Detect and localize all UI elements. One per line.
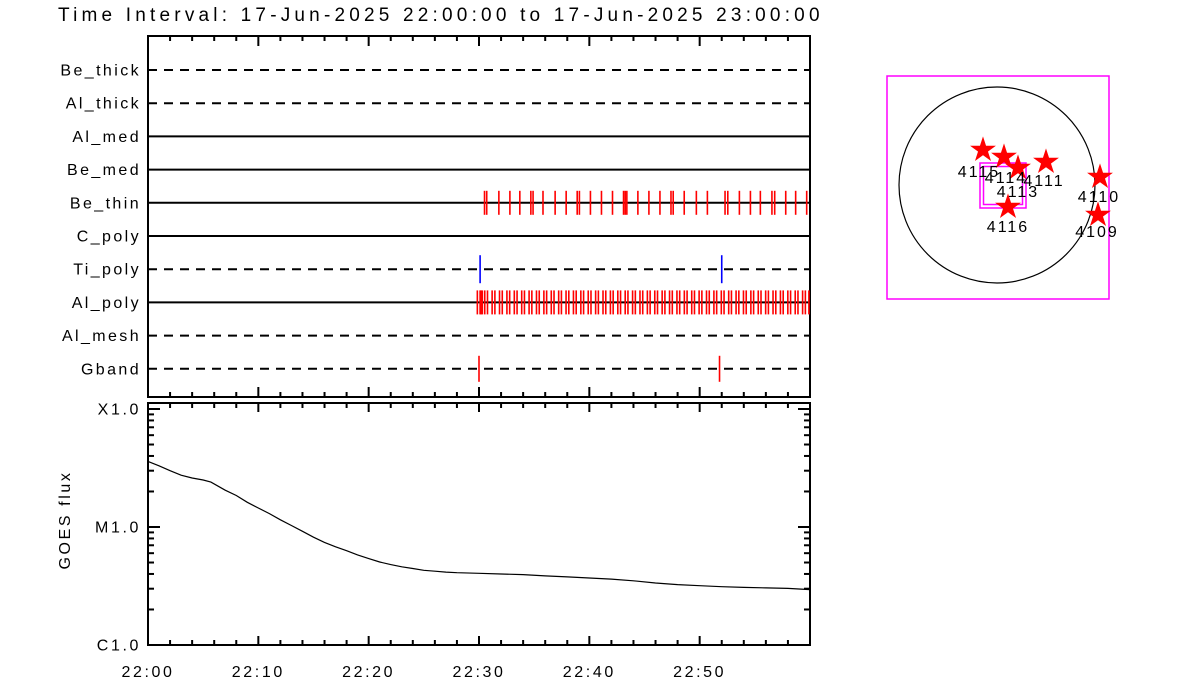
active-region-star-4116: [995, 193, 1021, 218]
goes-flux-panel: X1.0 M1.0 C1.0 22:00 22:10 22:20 22:30 22:40 22:…: [57, 402, 811, 681]
active-region-star-4109: [1085, 201, 1111, 226]
filter-row-label-Be_med: Be_med: [67, 162, 141, 179]
active-region-star-4110: [1087, 163, 1113, 188]
filter-row-label-Be_thin: Be_thin: [70, 195, 141, 212]
x-tick-label: 22:30: [452, 664, 505, 681]
y-tick-label: C1.0: [97, 638, 141, 655]
time-interval-title: Time Interval: 17-Jun-2025 22:00:00 to 1…: [58, 5, 824, 26]
active-region-label-4114: 4114: [985, 170, 1027, 187]
x-tick-label: 22:20: [342, 664, 395, 681]
pointing-map-frame: [886, 75, 1110, 300]
x-tick-label: 22:50: [673, 664, 726, 681]
active-region-star-4114: [991, 143, 1017, 168]
x-tick-label: 22:10: [232, 664, 285, 681]
filter-row-label-C_poly: C_poly: [77, 229, 141, 246]
active-region-label-4116: 4116: [987, 219, 1029, 236]
filter-row-label-Al_mesh: Al_mesh: [62, 328, 141, 345]
active-region-star-4115: [970, 136, 996, 161]
goes-flux-curve: [147, 460, 811, 591]
y-tick-label: X1.0: [98, 402, 141, 419]
filter-row-label-Ti_poly: Ti_poly: [73, 262, 141, 279]
active-region-label-4115: 4115: [958, 164, 1000, 181]
goes-frame: [147, 402, 811, 646]
active-region-star-4111: [1033, 148, 1059, 173]
filter-row-label-Al_poly: Al_poly: [72, 295, 141, 312]
x-tick-label: 22:40: [563, 664, 616, 681]
x-tick-label: 22:00: [121, 664, 174, 681]
filter-timeline-panel: Be_thick Al_thick Al_med Be_med Be_thin C_pol…: [60, 35, 811, 398]
active-region-label-4109: 4109: [1075, 224, 1119, 241]
filter-row-label-Al_med: Al_med: [72, 129, 141, 146]
active-region-label-4113: 4113: [997, 184, 1039, 201]
y-tick-label: M1.0: [95, 520, 141, 537]
active-region-label-4110: 4110: [1078, 189, 1120, 206]
filter-row-label-Gband: Gband: [81, 361, 141, 378]
goes-flux-axis-title: GOES flux: [57, 471, 74, 570]
filter-row-label-Be_thick: Be_thick: [60, 63, 141, 80]
active-region-star-4113: [1005, 154, 1031, 179]
timeline-frame: [147, 35, 811, 398]
filter-row-label-Al_thick: Al_thick: [66, 96, 141, 113]
active-region-label-4111: 4111: [1023, 173, 1064, 190]
